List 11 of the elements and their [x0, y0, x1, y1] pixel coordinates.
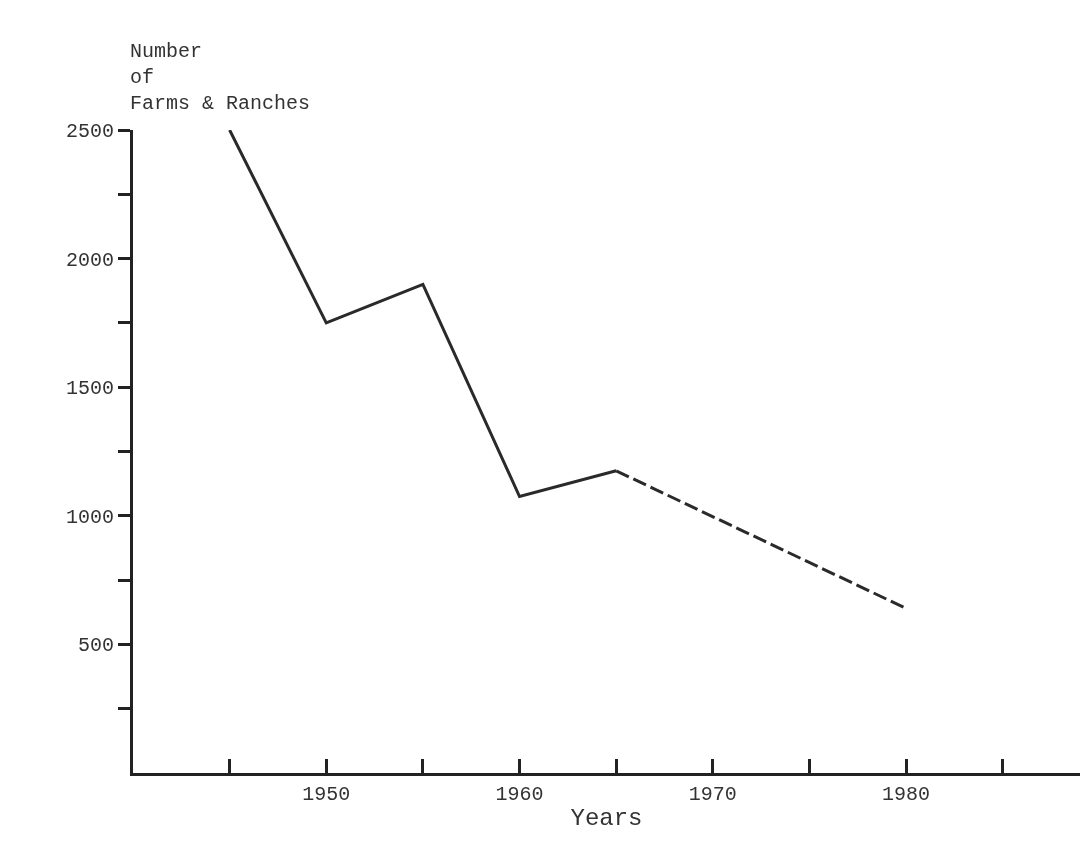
y-tick-label: 1500 [65, 377, 114, 401]
x-tick-label: 1980 [882, 783, 931, 806]
y-axis-title: Number of Farms & Ranches [130, 40, 311, 115]
y-tick-label: 1000 [65, 505, 114, 529]
x-axis-title: Years [570, 805, 643, 833]
x-tick-label: 1950 [302, 783, 351, 806]
x-tick-label: 1970 [688, 783, 737, 806]
x-tick-label: 1960 [495, 783, 544, 806]
y-tick-label: 2000 [65, 248, 114, 272]
y-tick-label: 500 [77, 634, 114, 658]
y-tick-label: 2500 [65, 120, 114, 143]
